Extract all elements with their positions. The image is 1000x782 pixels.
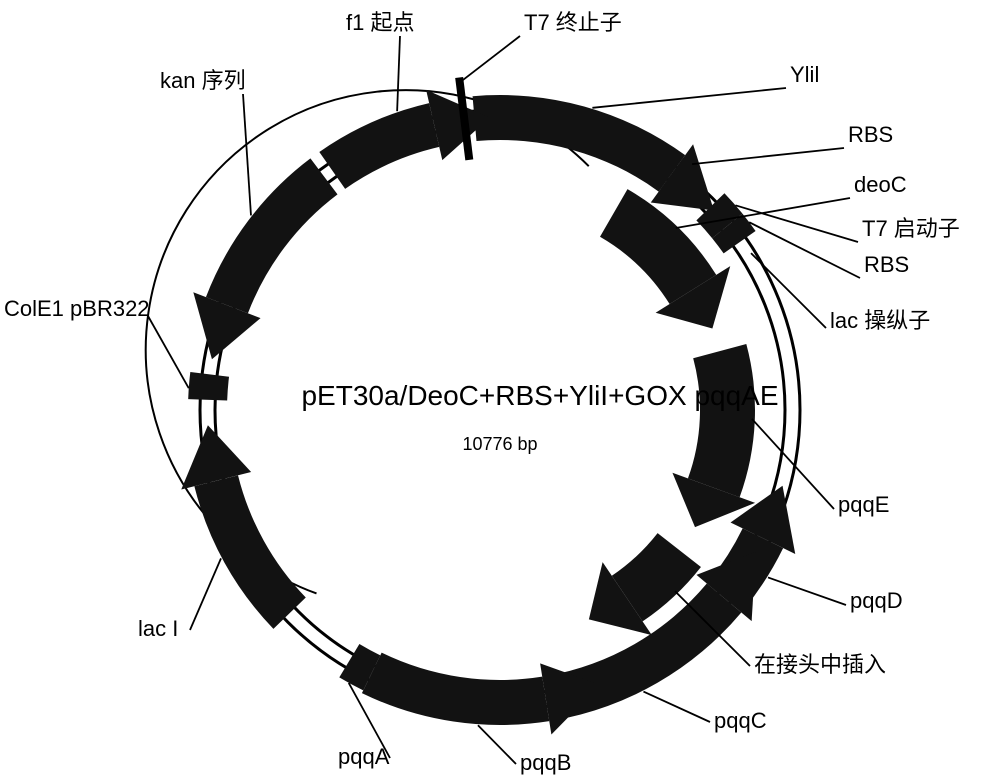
cole1-label-leader: [148, 316, 189, 388]
ylil-label-leader: [592, 88, 786, 108]
rbs-top-label: RBS: [848, 122, 893, 147]
pqqd-label-leader: [768, 577, 846, 605]
insertion-label: 在接头中插入: [754, 652, 886, 677]
pqqc-label: pqqC: [714, 708, 767, 733]
feature-body-YliI: [473, 95, 686, 192]
f1-origin-label: f1 起点: [346, 10, 414, 35]
f1-origin-label-leader: [397, 36, 400, 111]
kan-label-leader: [243, 94, 251, 215]
pqqe-label-leader: [752, 419, 834, 509]
feature-body-pqqE: [688, 344, 755, 497]
laci-label-leader: [190, 558, 221, 630]
kan-label: kan 序列: [160, 68, 246, 93]
ylil-label: Ylil: [790, 62, 819, 87]
feature-body-f1_ori: [319, 103, 439, 189]
pqqc-label-leader: [643, 692, 710, 722]
t7-terminator-label: T7 终止子: [524, 10, 622, 35]
pqqb-label-leader: [478, 725, 516, 764]
lac-operator-label: lac 操纵子: [830, 308, 930, 333]
pqqb-label: pqqB: [520, 750, 571, 775]
feature-head-lacI: [181, 425, 251, 489]
rbs-mid-label: RBS: [864, 252, 909, 277]
pqqd-label: pqqD: [850, 588, 903, 613]
t7-terminator-mark: [459, 77, 469, 159]
pqqe-label: pqqE: [838, 492, 889, 517]
cole1-label: ColE1 pBR322: [4, 296, 150, 321]
deoc-label: deoC: [854, 172, 907, 197]
plasmid-size-label: 10776 bp: [462, 434, 537, 454]
rbs-top-label-leader: [692, 148, 844, 164]
feature-ColE1: [188, 372, 229, 400]
lac-operator-label-leader: [751, 253, 826, 328]
laci-label: lac I: [138, 616, 178, 641]
pqqa-label: pqqA: [338, 744, 390, 769]
feature-body-pqqB: [362, 653, 549, 725]
plasmid-title: pET30a/DeoC+RBS+YliI+GOX pqqAE: [301, 380, 778, 411]
feature-body-kan: [206, 158, 338, 313]
feature-body-lacI: [194, 475, 305, 628]
t7-promoter-label: T7 启动子: [862, 216, 960, 241]
t7-terminator-label-leader: [460, 36, 520, 82]
